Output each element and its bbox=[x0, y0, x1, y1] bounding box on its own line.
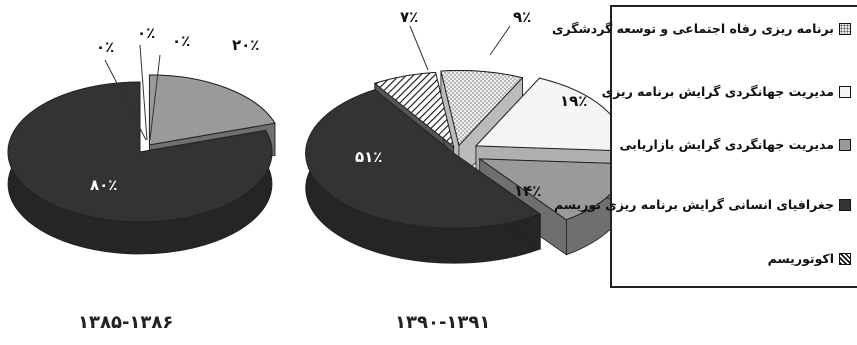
legend-item-tourism-planning: مدیریت جهانگردی گرایش برنامه ریزی bbox=[602, 84, 851, 99]
data-label: ۱۴٪ bbox=[514, 182, 541, 200]
pie-slice bbox=[148, 74, 276, 146]
light-swatch-icon bbox=[839, 85, 851, 98]
leader-line bbox=[489, 25, 511, 56]
legend-label: اکوتوریسم bbox=[767, 251, 834, 266]
data-label: ۰٪ bbox=[172, 32, 190, 50]
pie-chart-1: ۹٪ ۱۹٪ ۱۴٪ ۵۱٪ ۷٪ bbox=[305, 8, 628, 264]
legend-label: برنامه ریزی رفاه اجتماعی و توسعه گردشگری bbox=[551, 21, 834, 36]
leader-line bbox=[149, 54, 161, 141]
leader-line bbox=[409, 25, 429, 71]
data-label: ۰٪ bbox=[96, 38, 114, 56]
period-label-1385: ۱۳۸۵-۱۳۸۶ bbox=[78, 312, 174, 333]
pie-slice bbox=[373, 71, 455, 149]
legend-item-tourism-marketing: مدیریت جهانگردی گرایش بازاریابی bbox=[620, 137, 851, 152]
legend-item-ecotourism: اکوتوریسم bbox=[768, 251, 851, 266]
pie-slice bbox=[440, 69, 524, 147]
leader-line bbox=[139, 44, 148, 141]
dots-pattern-swatch-icon bbox=[839, 22, 851, 35]
period-label-1390: ۱۳۹۰-۱۳۹۱ bbox=[395, 312, 491, 333]
gray-swatch-icon bbox=[839, 138, 851, 151]
legend-item-social-welfare: برنامه ریزی رفاه اجتماعی و توسعه گردشگری bbox=[552, 21, 851, 36]
leader-line bbox=[104, 59, 147, 141]
data-label: ۷٪ bbox=[400, 8, 418, 26]
legend: برنامه ریزی رفاه اجتماعی و توسعه گردشگری… bbox=[552, 5, 857, 288]
pie-slice bbox=[7, 81, 273, 223]
pie-slice bbox=[305, 89, 542, 229]
pie-chart-0: ۰٪ ۰٪ ۲۰٪ ۸۰٪ ۰٪ bbox=[7, 24, 276, 255]
data-label: ۰٪ bbox=[137, 24, 155, 42]
data-label: ۱۹٪ bbox=[560, 92, 587, 110]
data-label: ۵۱٪ bbox=[355, 148, 382, 166]
dark-swatch-icon bbox=[839, 198, 851, 211]
legend-label: مدیریت جهانگردی گرایش برنامه ریزی bbox=[601, 84, 834, 99]
data-label: ۹٪ bbox=[513, 8, 531, 26]
legend-item-geography-tourism: جغرافیای انسانی گرایش برنامه ریزی توریسم bbox=[554, 197, 851, 212]
legend-label: جغرافیای انسانی گرایش برنامه ریزی توریسم bbox=[554, 197, 834, 212]
data-label: ۸۰٪ bbox=[90, 176, 117, 194]
data-label: ۲۰٪ bbox=[232, 36, 259, 54]
hatch-pattern-swatch-icon bbox=[839, 252, 851, 265]
legend-label: مدیریت جهانگردی گرایش بازاریابی bbox=[619, 137, 834, 152]
